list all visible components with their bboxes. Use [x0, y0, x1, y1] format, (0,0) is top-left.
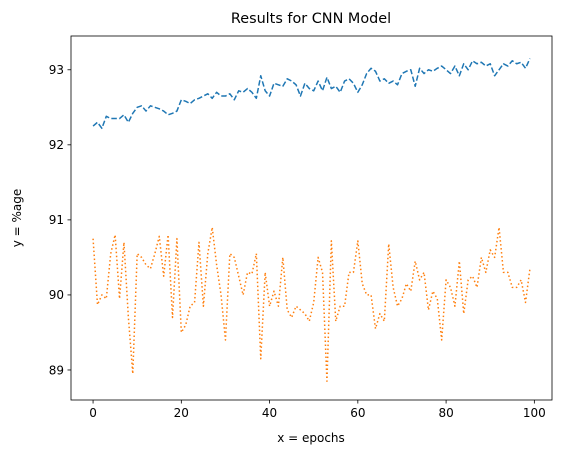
y-axis-label: y = %age [10, 189, 24, 248]
x-tick-label: 40 [262, 406, 277, 420]
y-tick-label: 90 [49, 288, 64, 302]
y-tick-label: 89 [49, 363, 64, 377]
plot-lines [92, 58, 531, 382]
y-tick-label: 93 [49, 63, 64, 77]
x-axis-label: x = epochs [277, 431, 345, 445]
x-tick-label: 60 [350, 406, 365, 420]
y-axis: 89 90 91 92 93 [49, 63, 71, 377]
chart-title: Results for CNN Model [231, 11, 391, 27]
x-tick-label: 80 [438, 406, 453, 420]
x-tick-label: 0 [89, 406, 97, 420]
y-tick-label: 91 [49, 213, 64, 227]
series-line-1 [92, 58, 531, 130]
series-line-2 [92, 226, 531, 382]
y-tick-label: 92 [49, 138, 64, 152]
plot-frame [70, 35, 553, 401]
x-tick-label: 20 [174, 406, 189, 420]
x-tick-label: 100 [523, 406, 546, 420]
x-axis: 0 20 40 60 80 100 [89, 400, 546, 420]
